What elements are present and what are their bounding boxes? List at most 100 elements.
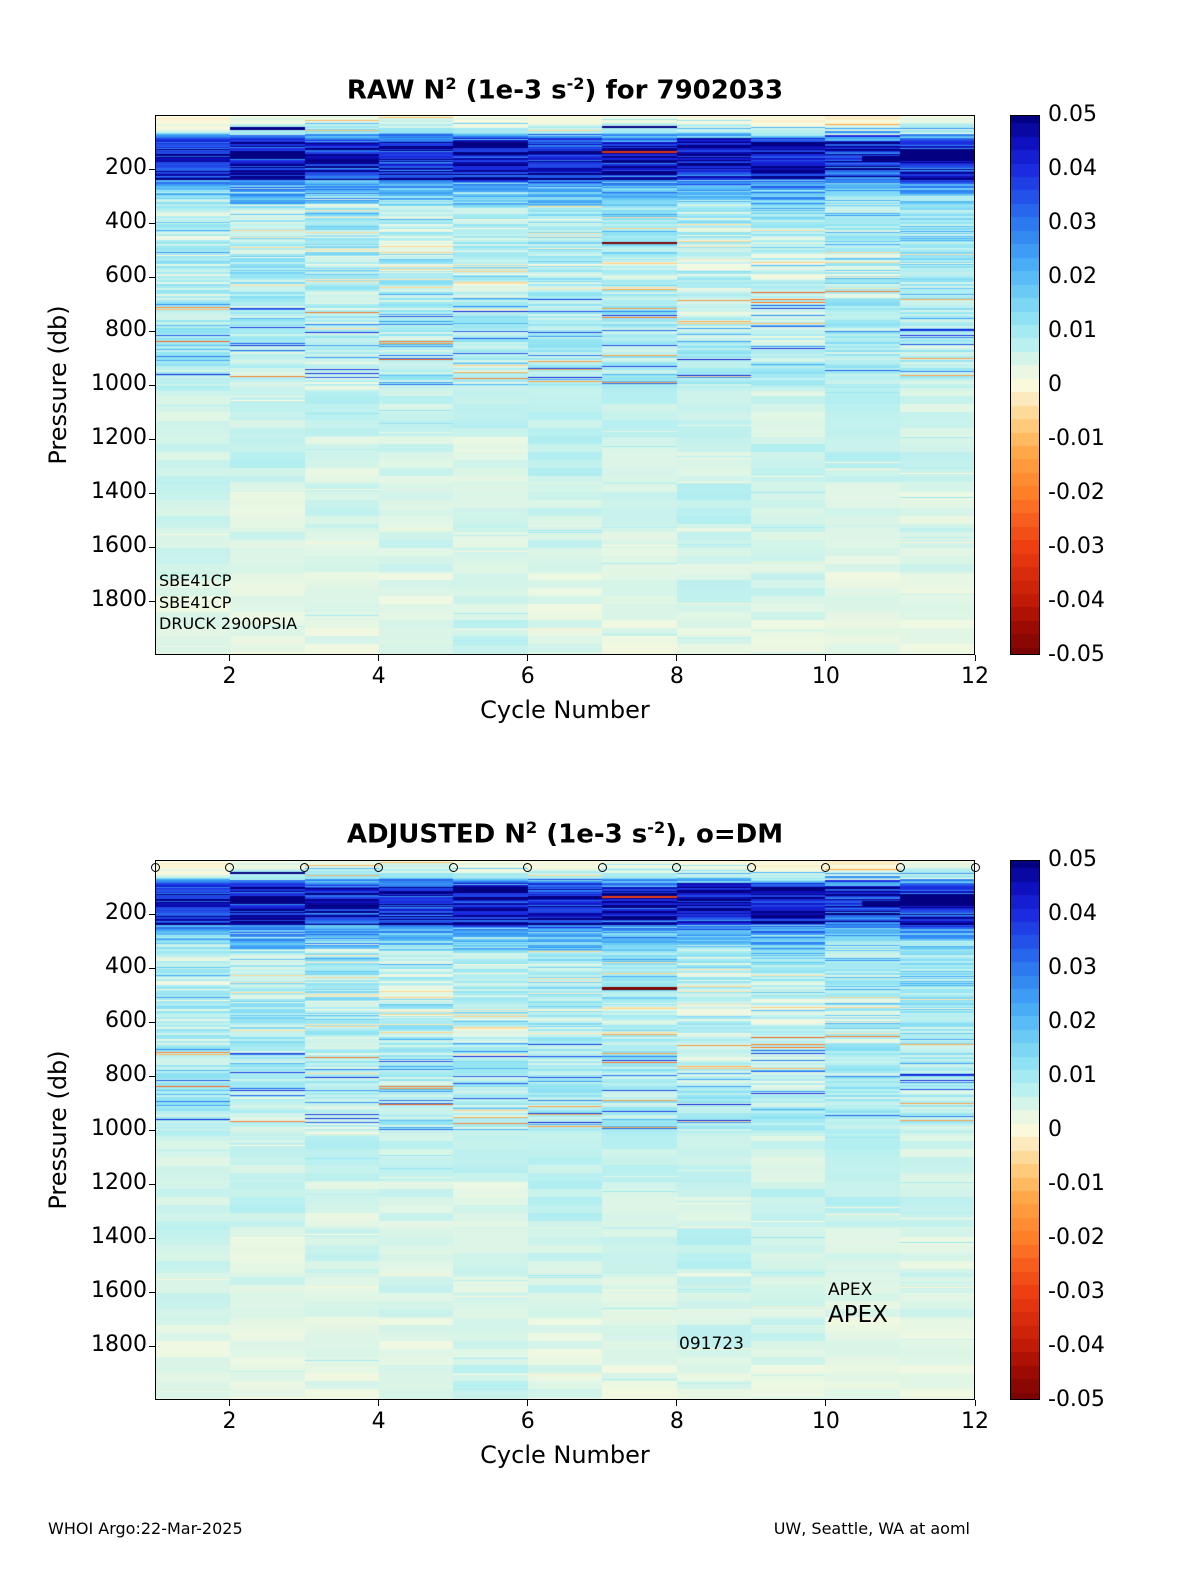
- raw-y-tick-label: 400: [105, 209, 147, 234]
- cycle-marker: [448, 863, 458, 872]
- adjusted-heatmap-canvas: [156, 861, 974, 1399]
- raw-y-tick-label: 200: [105, 155, 147, 180]
- adjusted-y-tick-label: 1800: [91, 1332, 147, 1357]
- adjusted-colorbar-tick-label: 0.02: [1048, 1009, 1097, 1034]
- raw-x-tick-mark: [527, 655, 529, 661]
- adjusted-colorbar: [1010, 860, 1040, 1400]
- raw-y-tick-mark: [149, 546, 155, 548]
- footer-right-text: UW, Seattle, WA at aoml: [773, 1519, 970, 1538]
- adjusted-plot-title: ADJUSTED N2 (1e-3 s-2), o=DM: [155, 818, 975, 850]
- adjusted-y-tick-label: 600: [105, 1008, 147, 1033]
- raw-colorbar-tick-label: 0.04: [1048, 156, 1097, 181]
- raw-y-tick-mark: [149, 600, 155, 602]
- adjusted-colorbar-tick-label: 0.04: [1048, 901, 1097, 926]
- raw-plot-title: RAW N2 (1e-3 s-2) for 7902033: [155, 74, 975, 106]
- raw-y-tick-label: 1600: [91, 533, 147, 558]
- adjusted-date-annotation: 091723: [679, 1334, 744, 1354]
- adjusted-colorbar-tick-label: -0.01: [1048, 1171, 1105, 1196]
- adjusted-colorbar-tick-label: -0.04: [1048, 1333, 1105, 1358]
- adjusted-x-tick-label: 10: [811, 1409, 840, 1434]
- raw-x-axis-label: Cycle Number: [480, 696, 650, 724]
- raw-colorbar: [1010, 115, 1040, 655]
- raw-colorbar-tick-label: -0.01: [1048, 426, 1105, 451]
- adjusted-x-tick-label: 4: [371, 1409, 386, 1434]
- adjusted-x-axis-label: Cycle Number: [480, 1441, 650, 1469]
- raw-y-tick-mark: [149, 330, 155, 332]
- raw-title-text-mid: (1e-3 s: [456, 75, 567, 106]
- adjusted-y-tick-mark: [149, 1291, 155, 1293]
- cycle-marker: [821, 863, 831, 872]
- adjusted-x-tick-label: 8: [669, 1409, 684, 1434]
- adjusted-x-tick-mark: [229, 1400, 231, 1406]
- adjusted-colorbar-tick-label: -0.02: [1048, 1225, 1105, 1250]
- adjusted-y-tick-mark: [149, 967, 155, 969]
- adjusted-y-tick-label: 1600: [91, 1278, 147, 1303]
- adjusted-x-tick-mark: [825, 1400, 827, 1406]
- cycle-marker: [523, 863, 533, 872]
- cycle-marker: [225, 863, 235, 872]
- raw-colorbar-tick-label: 0.02: [1048, 264, 1097, 289]
- raw-y-tick-mark: [149, 168, 155, 170]
- raw-colorbar-tick-label: -0.03: [1048, 534, 1105, 559]
- raw-colorbar-tick-label: -0.04: [1048, 588, 1105, 613]
- adjusted-colorbar-tick-label: -0.05: [1048, 1387, 1105, 1412]
- raw-y-tick-mark: [149, 222, 155, 224]
- raw-y-tick-mark: [149, 438, 155, 440]
- raw-title-exponent-2: -2: [566, 74, 585, 93]
- adjusted-title-text-mid: (1e-3 s: [537, 819, 648, 850]
- raw-colorbar-tick-label: -0.02: [1048, 480, 1105, 505]
- adjusted-colorbar-tick-label: -0.03: [1048, 1279, 1105, 1304]
- adjusted-x-tick-mark: [378, 1400, 380, 1406]
- raw-y-tick-mark: [149, 384, 155, 386]
- cycle-marker: [895, 863, 905, 872]
- adjusted-x-tick-mark: [974, 1400, 976, 1406]
- adjusted-sensor-annotation-1: APEX: [828, 1280, 873, 1300]
- adjusted-title-exponent: 2: [525, 818, 538, 837]
- raw-title-exponent: 2: [445, 74, 457, 93]
- adjusted-colorbar-tick-label: 0.05: [1048, 847, 1097, 872]
- adjusted-x-tick-mark: [676, 1400, 678, 1406]
- raw-x-tick-mark: [229, 655, 231, 661]
- adjusted-colorbar-tick-label: 0.01: [1048, 1063, 1097, 1088]
- cycle-marker: [672, 863, 682, 872]
- raw-y-tick-label: 800: [105, 317, 147, 342]
- adjusted-y-tick-label: 400: [105, 954, 147, 979]
- cycle-marker: [746, 863, 756, 872]
- adjusted-title-text: ADJUSTED N: [346, 819, 526, 850]
- cycle-marker: [374, 863, 384, 872]
- adjusted-colorbar-canvas: [1011, 861, 1039, 1399]
- adjusted-heatmap-plot-area: APEX APEX 091723: [155, 860, 975, 1400]
- raw-y-tick-mark: [149, 492, 155, 494]
- adjusted-title-exponent-2: -2: [647, 818, 666, 837]
- raw-y-tick-mark: [149, 276, 155, 278]
- adjusted-y-tick-mark: [149, 1237, 155, 1239]
- raw-x-tick-label: 6: [520, 664, 535, 689]
- raw-heatmap-plot-area: SBE41CP SBE41CP DRUCK 2900PSIA: [155, 115, 975, 655]
- adjusted-y-tick-mark: [149, 1129, 155, 1131]
- cycle-marker: [597, 863, 607, 872]
- footer-left-text: WHOI Argo:22-Mar-2025: [48, 1519, 243, 1538]
- raw-title-text: RAW N: [346, 75, 446, 106]
- raw-colorbar-tick-label: 0.03: [1048, 210, 1097, 235]
- adjusted-title-text-suffix: ), o=DM: [665, 819, 784, 850]
- raw-sensor-annotation-3: DRUCK 2900PSIA: [159, 614, 298, 633]
- adjusted-colorbar-tick-label: 0.03: [1048, 955, 1097, 980]
- raw-x-tick-label: 12: [961, 664, 989, 689]
- adjusted-colorbar-tick-label: 0: [1048, 1117, 1062, 1142]
- raw-x-tick-label: 10: [811, 664, 840, 689]
- adjusted-y-tick-label: 200: [105, 900, 147, 925]
- raw-y-tick-label: 1800: [91, 587, 147, 612]
- adjusted-x-tick-label: 6: [520, 1409, 535, 1434]
- raw-sensor-annotation-1: SBE41CP: [159, 571, 232, 590]
- adjusted-y-tick-mark: [149, 913, 155, 915]
- raw-y-tick-label: 1000: [91, 371, 147, 396]
- raw-x-tick-mark: [676, 655, 678, 661]
- raw-x-tick-mark: [825, 655, 827, 661]
- adjusted-y-tick-mark: [149, 1021, 155, 1023]
- raw-colorbar-canvas: [1011, 116, 1039, 654]
- cycle-marker: [970, 863, 980, 872]
- raw-sensor-annotation-2: SBE41CP: [159, 593, 232, 612]
- raw-x-tick-mark: [974, 655, 976, 661]
- raw-title-text-suffix: ) for 7902033: [584, 75, 784, 106]
- raw-x-tick-label: 2: [222, 664, 237, 689]
